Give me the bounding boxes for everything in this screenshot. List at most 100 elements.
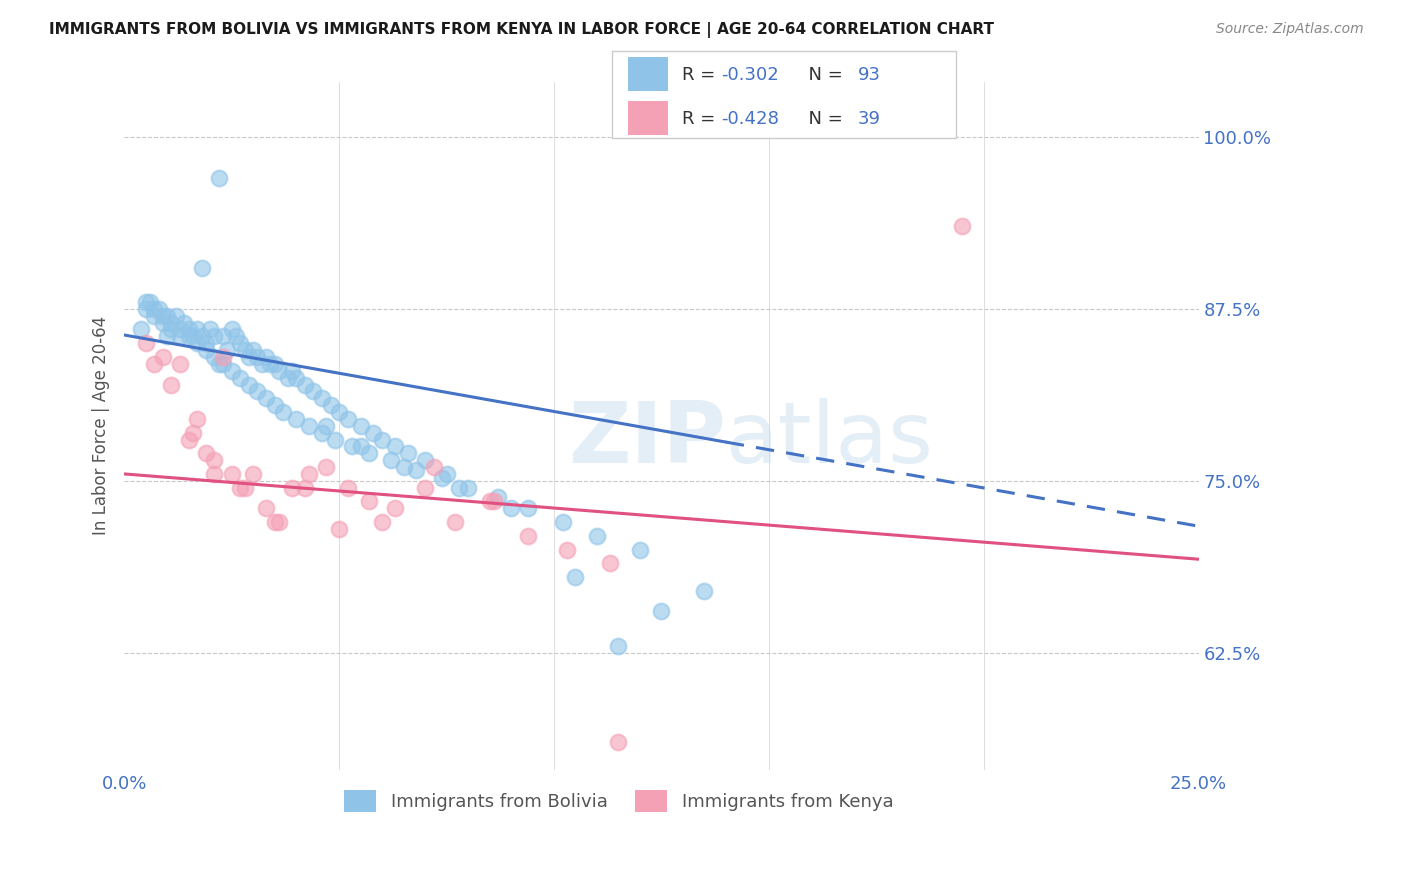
Point — [181, 329, 204, 343]
Point — [323, 433, 346, 447]
Point — [384, 439, 406, 453]
Point — [543, 776, 565, 790]
Point — [413, 481, 436, 495]
Point — [254, 350, 277, 364]
Point — [436, 467, 458, 481]
Point — [371, 433, 394, 447]
Point — [131, 322, 153, 336]
Point — [177, 322, 200, 336]
Point — [221, 467, 243, 481]
Point — [229, 370, 252, 384]
Point — [186, 322, 208, 336]
Point — [246, 350, 269, 364]
Point — [143, 309, 166, 323]
Point — [242, 467, 264, 481]
Point — [277, 370, 299, 384]
Point — [392, 460, 415, 475]
Point — [267, 364, 290, 378]
Point — [152, 309, 174, 323]
Point — [564, 570, 586, 584]
Point — [212, 329, 235, 343]
Point — [204, 329, 226, 343]
Point — [165, 309, 187, 323]
Point — [380, 453, 402, 467]
Point — [302, 384, 325, 399]
Point — [693, 583, 716, 598]
Point — [143, 301, 166, 316]
Point — [160, 377, 183, 392]
Point — [607, 639, 630, 653]
Point — [486, 491, 509, 505]
Point — [950, 219, 973, 234]
Point — [285, 370, 308, 384]
Point — [263, 357, 285, 371]
Point — [384, 501, 406, 516]
Point — [233, 481, 256, 495]
Legend: Immigrants from Bolivia, Immigrants from Kenya: Immigrants from Bolivia, Immigrants from… — [336, 782, 900, 819]
Point — [336, 481, 359, 495]
Point — [238, 350, 260, 364]
Point — [221, 364, 243, 378]
Point — [238, 377, 260, 392]
Point — [263, 515, 285, 529]
Point — [160, 316, 183, 330]
Point — [281, 481, 304, 495]
Text: R =: R = — [682, 66, 721, 85]
Point — [143, 357, 166, 371]
Point — [177, 433, 200, 447]
Point — [221, 322, 243, 336]
Point — [650, 605, 672, 619]
Point — [160, 322, 183, 336]
Point — [212, 357, 235, 371]
Point — [152, 350, 174, 364]
Point — [208, 357, 231, 371]
Point — [190, 260, 212, 275]
Point — [551, 515, 574, 529]
Point — [319, 398, 342, 412]
Point — [242, 343, 264, 358]
Point — [285, 412, 308, 426]
Point — [177, 329, 200, 343]
Point — [517, 529, 540, 543]
Point — [267, 515, 290, 529]
Point — [294, 481, 316, 495]
Text: IMMIGRANTS FROM BOLIVIA VS IMMIGRANTS FROM KENYA IN LABOR FORCE | AGE 20-64 CORR: IMMIGRANTS FROM BOLIVIA VS IMMIGRANTS FR… — [49, 22, 994, 38]
Point — [225, 329, 247, 343]
Point — [413, 453, 436, 467]
Point — [212, 350, 235, 364]
Text: 93: 93 — [858, 66, 880, 85]
Point — [432, 471, 454, 485]
Text: atlas: atlas — [725, 398, 934, 481]
Point — [194, 343, 217, 358]
Point — [311, 425, 333, 440]
Point — [457, 481, 479, 495]
Point — [315, 460, 337, 475]
Point — [263, 398, 285, 412]
Point — [229, 336, 252, 351]
Text: 39: 39 — [858, 110, 880, 128]
Point — [198, 322, 221, 336]
Point — [181, 425, 204, 440]
Point — [229, 481, 252, 495]
Point — [315, 418, 337, 433]
Point — [482, 494, 505, 508]
Point — [254, 391, 277, 405]
Point — [349, 418, 371, 433]
Point — [281, 364, 304, 378]
Point — [194, 446, 217, 460]
Point — [359, 446, 381, 460]
Point — [422, 460, 444, 475]
Point — [359, 494, 381, 508]
Point — [139, 295, 162, 310]
Point — [208, 171, 231, 186]
Point — [233, 343, 256, 358]
Point — [478, 494, 501, 508]
Point — [259, 357, 281, 371]
Point — [169, 329, 191, 343]
Point — [371, 515, 394, 529]
Point — [628, 542, 651, 557]
Text: -0.302: -0.302 — [721, 66, 779, 85]
Point — [254, 501, 277, 516]
Point — [586, 529, 609, 543]
Point — [449, 481, 471, 495]
